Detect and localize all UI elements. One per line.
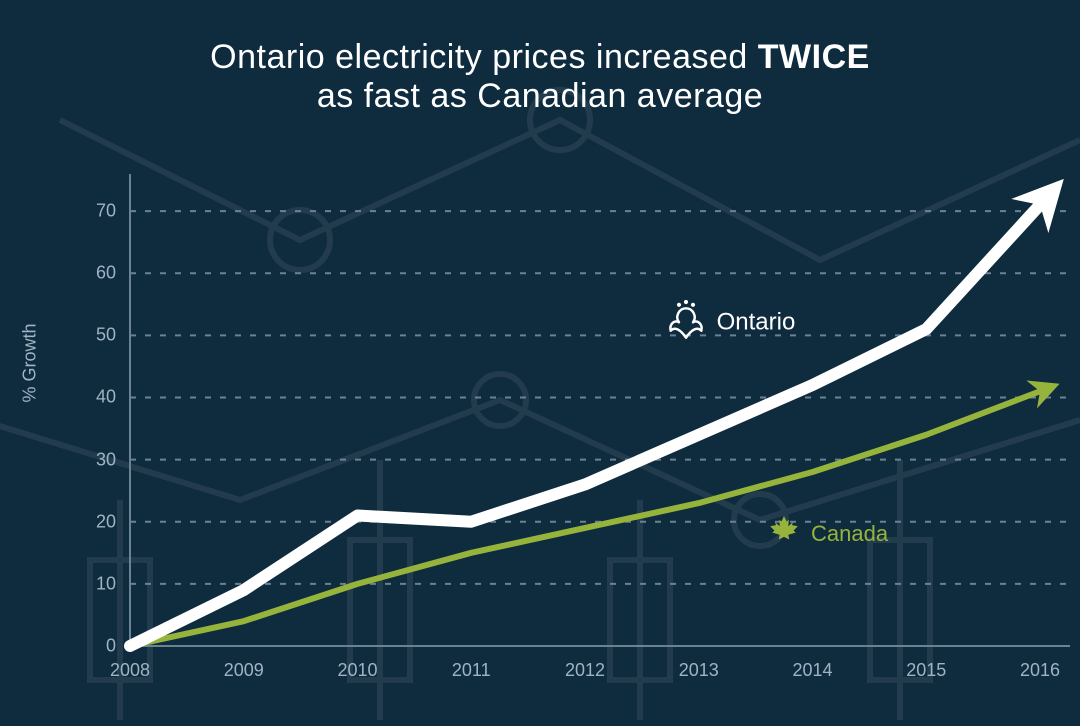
- y-tick-label: 20: [96, 511, 116, 532]
- series-label-canada-text: Canada: [811, 521, 888, 547]
- x-tick-label: 2015: [906, 660, 946, 681]
- chart-plot-area: Ontario Canada 0102030405060702008200920…: [130, 180, 1040, 646]
- x-tick-label: 2011: [452, 660, 491, 681]
- series-line-ontario: [130, 205, 1040, 646]
- y-tick-label: 0: [106, 636, 116, 657]
- trillium-icon: [665, 298, 707, 347]
- y-tick-label: 10: [96, 573, 116, 594]
- series-label-canada: Canada: [767, 514, 888, 554]
- y-tick-label: 30: [96, 449, 116, 470]
- x-tick-label: 2016: [1020, 660, 1060, 681]
- x-tick-label: 2013: [679, 660, 719, 681]
- chart-title: Ontario electricity prices increased TWI…: [0, 38, 1080, 116]
- title-line1-pre: Ontario electricity prices increased: [210, 38, 758, 76]
- x-tick-label: 2014: [792, 660, 832, 681]
- y-tick-label: 40: [96, 387, 116, 408]
- title-line2: as fast as Canadian average: [0, 77, 1080, 116]
- series-line-canada: [130, 391, 1040, 646]
- maple-leaf-icon: [767, 514, 801, 554]
- y-tick-label: 60: [96, 263, 116, 284]
- series-label-ontario: Ontario: [665, 298, 796, 347]
- title-line1-bold: TWICE: [758, 38, 870, 76]
- x-tick-label: 2009: [224, 660, 264, 681]
- y-axis-label: % Growth: [20, 323, 41, 402]
- x-tick-label: 2010: [337, 660, 377, 681]
- chart-svg: [90, 140, 1080, 686]
- series-label-ontario-text: Ontario: [717, 309, 796, 337]
- y-tick-label: 50: [96, 325, 116, 346]
- x-tick-label: 2008: [110, 660, 150, 681]
- y-tick-label: 70: [96, 201, 116, 222]
- x-tick-label: 2012: [565, 660, 605, 681]
